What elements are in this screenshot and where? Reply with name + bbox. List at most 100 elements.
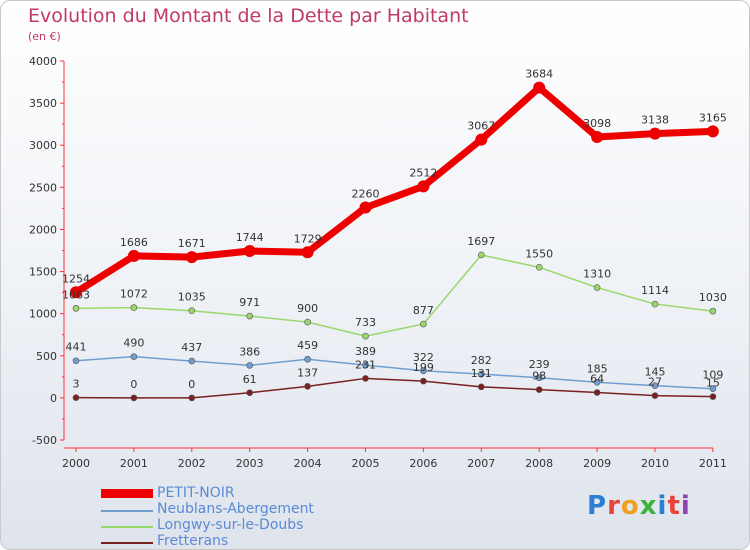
x-tick-label: 2002 [178,457,206,470]
data-point [185,251,198,264]
data-point [535,264,543,271]
data-label: 1697 [467,235,495,248]
logo-letter: t [667,491,681,521]
data-point [243,245,256,258]
x-tick-label: 2008 [525,457,553,470]
legend-label: Fretterans [157,533,229,549]
x-tick-label: 2004 [294,457,322,470]
data-point [593,389,601,396]
data-label: 3067 [467,120,495,133]
chart-series-lines [70,81,719,402]
data-label: 3165 [699,111,727,124]
x-tick-label: 2011 [699,457,727,470]
logo-letter: x [639,491,658,521]
legend-swatch [101,489,153,498]
logo-letter: r [607,491,621,521]
data-point [533,81,546,94]
data-label: 3684 [525,68,553,81]
data-label: 1744 [236,231,264,244]
data-label: 282 [471,354,492,367]
data-label: 459 [297,339,318,352]
data-label: 109 [702,369,723,382]
data-label: 239 [529,358,550,371]
x-tick-label: 2010 [641,457,669,470]
data-label: 64 [590,372,604,385]
data-label: 322 [413,351,434,364]
data-point [420,320,427,328]
data-point [709,393,717,400]
data-label: 437 [181,341,202,354]
x-tick-label: 2009 [583,457,611,470]
data-point [593,379,601,386]
data-point [477,251,485,259]
data-label: 3 [73,378,80,391]
y-tick-label: 2000 [29,223,57,236]
data-point [130,304,138,311]
data-point [649,127,661,140]
data-point [417,180,430,193]
data-point [72,394,80,401]
data-point [535,374,543,382]
series-line-fretterans [75,377,714,399]
x-tick-label: 2007 [467,457,495,470]
data-point [246,389,253,397]
y-tick-label: 1000 [29,308,57,321]
legend-swatch [101,542,153,544]
legend-label: Longwy-sur-le-Doubs [157,517,304,533]
y-tick-label: 3000 [29,139,57,152]
data-point [304,318,311,326]
data-point [127,249,140,262]
y-tick-label: -500 [32,434,57,447]
data-point [420,367,427,375]
data-point [362,375,369,382]
y-tick-label: 500 [36,350,57,363]
legend-label: PETIT-NOIR [157,485,235,501]
series-line-neublans-abergement [75,355,714,390]
data-point [651,300,659,308]
data-point [420,377,427,385]
data-label: 185 [587,362,608,375]
x-tick-label: 2000 [62,457,90,470]
data-label: 15 [706,377,720,390]
data-label: 900 [297,302,318,315]
data-label: 0 [130,378,137,391]
data-label: 389 [355,345,376,358]
data-point [188,394,196,402]
data-label: 137 [297,366,318,379]
data-label: 199 [413,361,434,374]
data-label: 1035 [178,291,206,304]
data-label: 1729 [294,232,322,245]
data-point [651,382,659,389]
series-line-petit-noir [72,84,717,296]
data-label: 2260 [352,188,380,201]
data-label: 877 [413,304,434,317]
data-point [477,370,485,378]
data-point [591,130,604,143]
data-point [72,357,80,365]
data-label: 1686 [120,236,148,249]
data-point [246,312,253,320]
y-tick-label: 1500 [29,266,57,279]
data-point [130,353,138,360]
y-tick-label: 4000 [29,55,57,68]
data-label: 3098 [583,117,611,130]
data-label: 1072 [120,288,148,301]
data-label: 27 [648,376,662,389]
data-label: 1550 [525,247,553,260]
data-label: 386 [239,345,260,358]
data-label: 1063 [62,288,90,301]
data-point [188,307,196,315]
data-label: 98 [532,370,546,383]
data-point [706,125,719,138]
data-label: 231 [355,358,376,371]
data-point [709,385,717,393]
data-label: 971 [239,296,260,309]
data-point [188,357,196,365]
data-point [651,392,659,399]
legend-label: Neublans-Abergement [157,501,314,517]
logo-letter: i [657,491,668,521]
logo-letter: i [680,491,691,521]
